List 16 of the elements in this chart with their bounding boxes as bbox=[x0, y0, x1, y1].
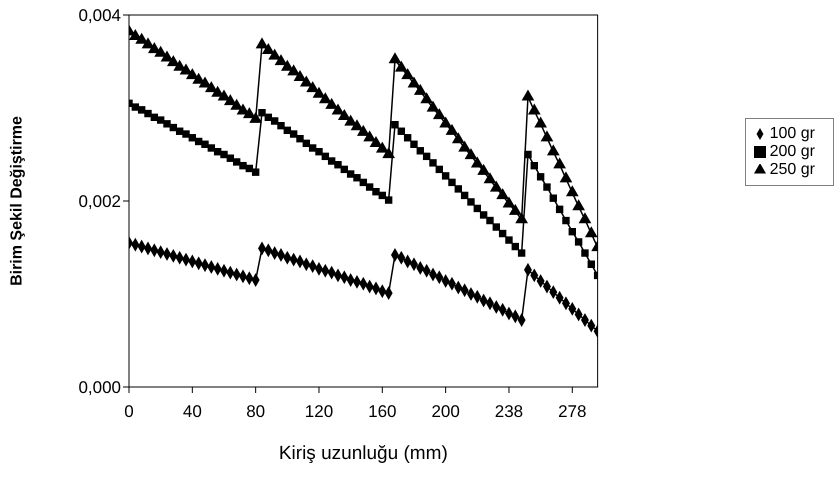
x-tick-label: 278 bbox=[558, 402, 586, 422]
legend-label: 250 gr bbox=[770, 161, 815, 178]
legend-label: 200 gr bbox=[770, 143, 815, 160]
x-tick-label: 0 bbox=[124, 402, 134, 422]
x-tick-label: 40 bbox=[182, 402, 202, 422]
x-tick-label: 200 bbox=[431, 402, 460, 422]
y-tick-label: 0,000 bbox=[78, 378, 121, 398]
y-tick-label: 0,004 bbox=[78, 6, 121, 26]
x-tick-label: 160 bbox=[368, 402, 396, 422]
y-axis-title: Birim Şekil Değiştirme bbox=[8, 116, 26, 286]
x-axis-title: Kiriş uzunluğu (mm) bbox=[278, 443, 448, 464]
x-tick-label: 80 bbox=[246, 402, 266, 422]
legend-label: 100 gr bbox=[770, 125, 815, 142]
x-tick-label: 238 bbox=[494, 402, 524, 422]
x-tick-label: 120 bbox=[304, 402, 334, 422]
y-tick-label: 0,002 bbox=[78, 192, 121, 212]
